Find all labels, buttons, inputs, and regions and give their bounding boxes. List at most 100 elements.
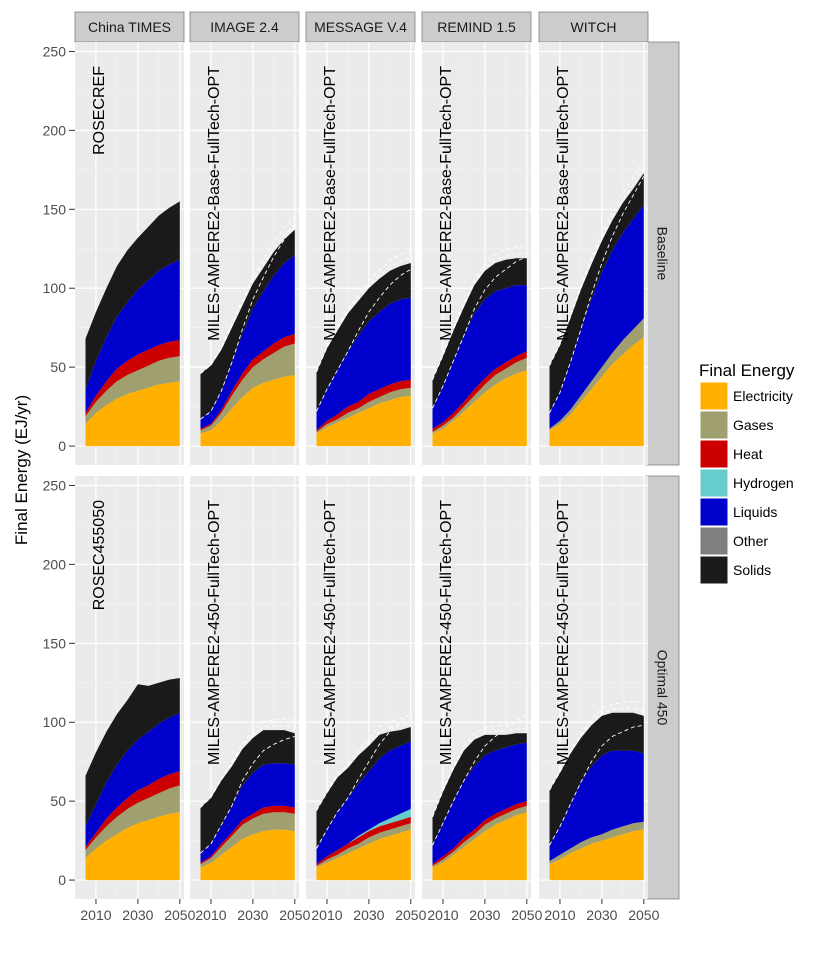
strip-box <box>74 11 185 43</box>
area-electricity <box>432 370 527 447</box>
x-axis-image-2-4: 2010 2030 2050 <box>195 899 311 923</box>
panel-baseline-image-2-4: MILES-AMPERE2-Base-FullTech-OPT <box>190 42 299 465</box>
x-tick-label: 2030 <box>469 907 500 923</box>
dashed-reference-line <box>316 249 411 373</box>
area-solids <box>316 263 411 412</box>
area-gases <box>200 343 295 434</box>
scenario-label: MILES-AMPERE2-450-FullTech-OPT <box>555 500 572 765</box>
area-gases <box>316 823 411 868</box>
scenario-label: MILES-AMPERE2-450-FullTech-OPT <box>438 500 455 765</box>
area-solids <box>432 733 527 846</box>
area-heat <box>316 379 411 432</box>
area-liquids <box>316 741 411 865</box>
area-electricity <box>432 812 527 881</box>
area-liquids <box>85 712 180 847</box>
legend-swatch <box>699 526 729 556</box>
x-axis-remind-1-5: 2010 2030 2050 <box>427 899 543 923</box>
x-tick-label: 2010 <box>544 907 575 923</box>
legend-item-gases: Gases <box>699 410 773 440</box>
row-strip-baseline: Baseline <box>645 41 680 466</box>
area-liquids <box>432 285 527 429</box>
y-tick-label: 250 <box>43 477 67 493</box>
x-tick-label: 2010 <box>311 907 342 923</box>
y-tick-label: 100 <box>43 280 67 296</box>
legend-label: Heat <box>733 446 763 462</box>
strip-label: China TIMES <box>88 19 171 35</box>
dashed-reference-line <box>432 252 527 380</box>
area-heat <box>85 771 180 851</box>
area-heat <box>432 351 527 432</box>
area-gases <box>85 785 180 858</box>
area-solids <box>549 712 644 846</box>
scenario-label: ROSECREF <box>91 66 108 155</box>
strip-witch: WITCH <box>538 11 649 43</box>
row-strip-box <box>645 475 680 900</box>
area-solids <box>432 258 527 409</box>
legend-item-liquids: Liquids <box>699 497 777 527</box>
scenario-label: MILES-AMPERE2-450-FullTech-OPT <box>206 500 223 765</box>
dashed-reference-line <box>316 257 411 373</box>
dashed-reference-line <box>549 707 644 791</box>
scenario-label: MILES-AMPERE2-Base-FullTech-OPT <box>555 66 572 341</box>
legend-label: Solids <box>733 562 771 578</box>
strip-image-2-4: IMAGE 2.4 <box>189 11 300 43</box>
area-solids <box>200 730 295 854</box>
x-tick-label: 2030 <box>122 907 153 923</box>
area-electricity <box>549 337 644 447</box>
area-electricity <box>316 829 411 881</box>
y-tick-label: 200 <box>43 556 67 572</box>
dashed-reference-line <box>432 720 527 818</box>
row-strip-optimal-450: Optimal 450 <box>645 475 680 900</box>
legend-label: Gases <box>733 417 773 433</box>
legend-title: Final Energy <box>699 361 795 380</box>
strip-label: IMAGE 2.4 <box>210 19 279 35</box>
scenario-label: MILES-AMPERE2-Base-FullTech-OPT <box>322 66 339 341</box>
legend-label: Other <box>733 533 768 549</box>
legend-label: Electricity <box>733 388 793 404</box>
legend-label: Liquids <box>733 504 777 520</box>
area-liquids <box>200 255 295 429</box>
y-tick-label: 150 <box>43 635 67 651</box>
strip-box <box>189 11 300 43</box>
legend-item-other: Other <box>699 526 768 556</box>
y-tick-label: 0 <box>58 438 66 454</box>
x-axis-china-times: 2010 2030 2050 <box>80 899 196 923</box>
area-liquids <box>549 750 644 862</box>
scenario-label: ROSEC455050 <box>91 500 108 610</box>
dashed-reference-line <box>432 256 527 409</box>
panel-optimal-450-china-times: ROSEC455050 <box>75 476 184 899</box>
area-heat <box>316 816 411 866</box>
x-tick-label: 2050 <box>511 907 542 923</box>
area-heat <box>200 334 295 431</box>
legend-swatch <box>699 497 729 527</box>
legend-label: Hydrogen <box>733 475 794 491</box>
area-liquids <box>85 259 180 413</box>
area-gases <box>85 356 180 424</box>
scenario-label: MILES-AMPERE2-Base-FullTech-OPT <box>206 66 223 341</box>
strip-label: MESSAGE V.4 <box>314 19 407 35</box>
strip-box <box>305 11 416 43</box>
y-axis-baseline: 0 50 100 150 200 250 <box>43 43 75 454</box>
panel-optimal-450-image-2-4: MILES-AMPERE2-450-FullTech-OPT <box>190 476 299 899</box>
strip-china-times: China TIMES <box>74 11 185 43</box>
dashed-reference-line <box>200 226 296 420</box>
panel-baseline-remind-1-5: MILES-AMPERE2-Base-FullTech-OPT <box>422 42 531 465</box>
y-tick-label: 0 <box>58 872 66 888</box>
area-liquids <box>200 763 295 863</box>
area-gases <box>549 318 644 431</box>
x-axis-witch: 2010 2030 2050 <box>544 899 660 923</box>
x-axis-message-v-4: 2010 2030 2050 <box>311 899 427 923</box>
area-electricity <box>549 829 644 881</box>
area-gases <box>432 357 527 434</box>
area-gases <box>432 805 527 868</box>
scenario-label: MILES-AMPERE2-Base-FullTech-OPT <box>438 66 455 341</box>
dashed-reference-line <box>316 268 412 412</box>
area-gases <box>316 387 411 434</box>
strip-label: WITCH <box>571 19 617 35</box>
area-solids <box>85 201 180 390</box>
legend-swatch <box>699 439 729 469</box>
dashed-reference-line <box>316 713 411 811</box>
legend-swatch <box>699 410 729 440</box>
area-gases <box>549 821 644 865</box>
dashed-reference-line <box>200 735 295 854</box>
